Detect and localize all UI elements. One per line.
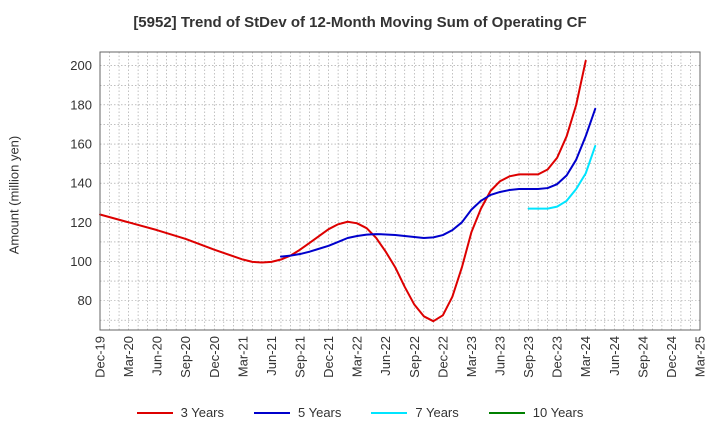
y-tick-label: 160: [70, 137, 92, 152]
series-lines: [99, 59, 597, 323]
y-tick-label: 140: [70, 176, 92, 191]
y-tick-label: 100: [70, 254, 92, 269]
x-tick-label: Jun-20: [150, 336, 165, 376]
legend-swatch: [488, 411, 525, 414]
legend-label: 10 Years: [532, 405, 584, 420]
x-tick-label: Dec-19: [93, 336, 108, 378]
x-tick-label: Mar-20: [121, 336, 136, 377]
y-tick-label: 200: [70, 58, 92, 73]
y-tick-label: 120: [70, 215, 92, 230]
x-tick-label: Dec-22: [435, 336, 450, 378]
x-tick-label: Dec-21: [321, 336, 336, 378]
legend-label: 3 Years: [180, 405, 224, 420]
series-line-5-years: [279, 107, 597, 258]
x-tick-label: Jun-23: [493, 336, 508, 376]
legend-swatch: [371, 411, 408, 414]
x-tick-label: Sep-22: [407, 336, 422, 378]
x-tick-label: Sep-23: [521, 336, 536, 378]
y-tick-labels: 80 100 120 140 160 180 200: [70, 58, 92, 308]
x-tick-label: Jun-21: [264, 336, 279, 376]
x-tick-label: Jun-24: [607, 336, 622, 376]
x-tick-label: Dec-20: [207, 336, 222, 378]
x-tick-label: Sep-21: [293, 336, 308, 378]
x-tick-label: Mar-25: [693, 336, 708, 377]
legend-item: 3 Years: [136, 405, 224, 420]
series-line-7-years: [527, 144, 597, 210]
x-tick-label: Mar-21: [235, 336, 250, 377]
x-tick-label: Sep-24: [635, 336, 650, 378]
series-line-3-years: [99, 59, 587, 323]
legend: 3 Years 5 Years 7 Years 10 Years: [0, 405, 720, 420]
x-tick-label: Dec-24: [664, 336, 679, 378]
legend-label: 5 Years: [298, 405, 342, 420]
legend-item: 5 Years: [254, 405, 341, 420]
x-tick-label: Mar-23: [464, 336, 479, 377]
x-tick-label: Mar-24: [578, 336, 593, 377]
y-tick-label: 180: [70, 97, 92, 112]
y-tick-label: 80: [78, 293, 92, 308]
x-tick-label: Dec-23: [550, 336, 565, 378]
legend-swatch: [254, 411, 290, 414]
legend-item: 10 Years: [488, 405, 584, 420]
legend-swatch: [136, 411, 173, 414]
x-tick-label: Mar-22: [350, 336, 365, 377]
chart-title: [5952] Trend of StDev of 12-Month Moving…: [133, 14, 587, 31]
grid-lines: [99, 52, 701, 330]
legend-label: 7 Years: [415, 405, 459, 420]
legend-item: 7 Years: [371, 405, 459, 420]
x-tick-labels: Dec-19 Mar-20 Jun-20 Sep-20 Dec-20 Mar-21 Jun-…: [93, 336, 708, 378]
plot-frame: [99, 51, 701, 331]
x-tick-label: Jun-22: [378, 336, 393, 376]
x-tick-label: Sep-20: [178, 336, 193, 378]
